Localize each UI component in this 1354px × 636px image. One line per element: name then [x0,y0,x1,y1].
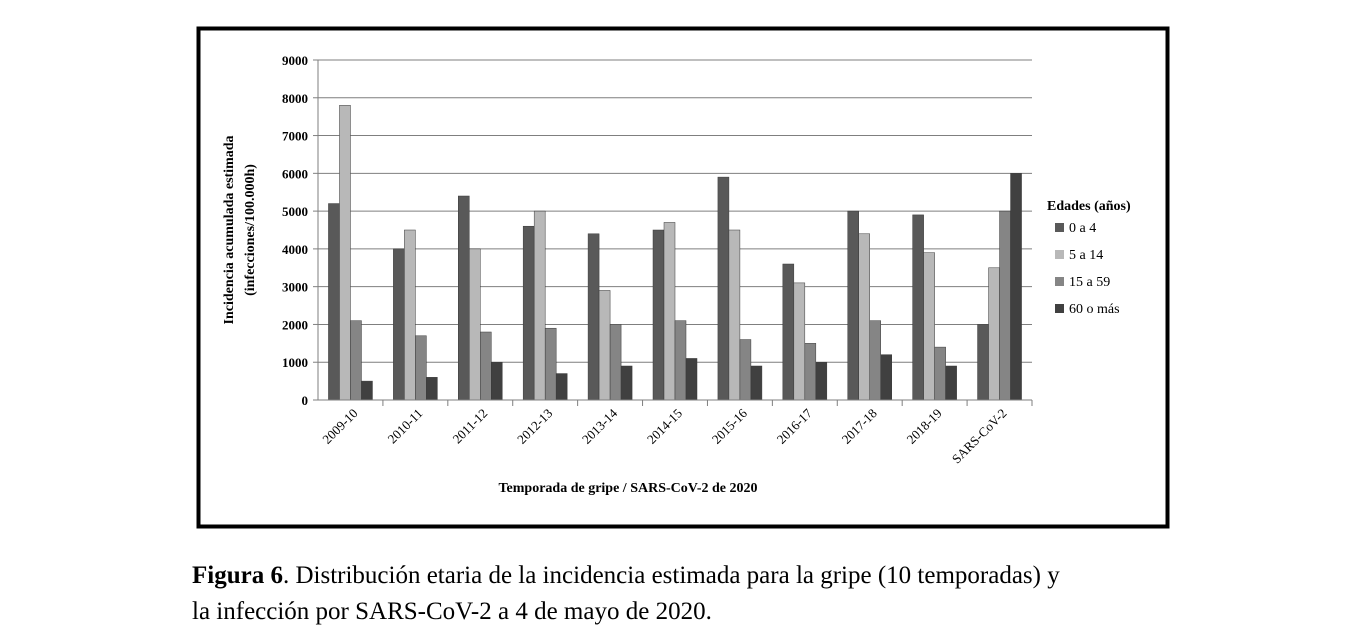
bar [480,331,492,401]
legend-label: 0 a 4 [1069,221,1096,236]
bar [804,343,817,401]
axes [313,59,1033,406]
bar [923,252,935,401]
caption-line-2: la infección por SARS-CoV-2 a 4 de mayo … [192,598,712,625]
caption-text-1: . Distribución etaria de la incidencia e… [282,562,1060,589]
bar [328,203,340,401]
y-tick-label: 5000 [282,204,308,219]
legend-label: 15 a 59 [1069,275,1110,290]
bar [555,373,568,401]
caption-label: Figura 6 [192,562,283,589]
y-axis-title-line2: (infecciones/100.000h) [243,164,258,296]
bar [598,290,611,401]
bar [945,365,957,401]
bar [361,380,373,401]
y-tick-label: 2000 [282,317,308,332]
bar [674,320,687,401]
bar [415,335,427,401]
bar [404,229,416,401]
bar [522,225,535,401]
bar [782,263,795,401]
y-tick-label: 1000 [282,355,308,370]
legend-swatch [1055,304,1064,313]
bar [815,361,828,401]
bar [469,248,481,401]
bar [750,365,763,401]
x-axis-title: Temporada de gripe / SARS-CoV-2 de 2020 [498,481,757,496]
y-tick-label: 6000 [282,166,308,181]
bar [880,354,892,401]
y-tick-labels: 0 1000 2000 3000 4000 5000 6000 7000 8000 9000 [282,53,308,408]
legend-swatch [1055,277,1064,286]
bar [934,346,946,401]
bar [728,229,741,401]
bar [663,222,676,401]
bar [620,365,633,401]
bar [858,233,870,401]
bar [491,361,503,401]
legend-swatch [1055,250,1064,259]
legend-label: 5 a 14 [1069,248,1103,263]
chart: 0 1000 2000 3000 4000 5000 6000 7000 8000 9000 20… [196,26,1170,529]
legend-label: 60 o más [1069,302,1120,317]
bar [339,105,351,401]
bar [544,327,557,401]
bar [977,324,989,401]
y-tick-label: 3000 [282,280,308,295]
bar [793,282,806,401]
chart-frame: 0 1000 2000 3000 4000 5000 6000 7000 8000 9000 20… [196,26,1170,529]
bar [988,267,1000,401]
caption-line-1: Figura 6. Distribución etaria de la inci… [192,558,1192,594]
bar [609,324,622,401]
bar [999,210,1011,401]
bar [912,214,924,401]
bar [393,248,405,401]
bar [739,339,752,401]
bar [869,320,881,401]
bar [350,320,362,401]
legend-swatch [1055,223,1064,232]
bar [717,176,730,401]
bar [685,358,698,401]
bar [533,210,546,401]
y-tick-label: 8000 [282,91,308,106]
bar [587,233,600,401]
y-tick-label: 0 [302,393,309,408]
y-tick-label: 7000 [282,129,308,144]
y-tick-label: 4000 [282,242,308,257]
figure-caption: Figura 6. Distribución etaria de la inci… [192,558,1192,630]
bar [426,377,438,401]
bar [652,229,665,401]
y-tick-label: 9000 [282,53,308,68]
bar [1010,173,1022,401]
y-axis-title-line1: Incidencia acumulada estimada [222,135,237,324]
legend: Edades (años) 0 a 4 5 a 14 15 a 59 60 o más [1047,199,1131,317]
legend-title: Edades (años) [1047,199,1131,214]
bars [328,105,1022,401]
bar [847,210,859,401]
bar [458,195,470,401]
